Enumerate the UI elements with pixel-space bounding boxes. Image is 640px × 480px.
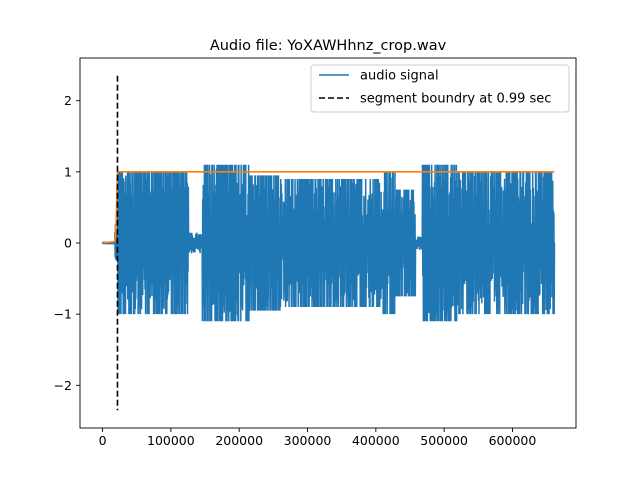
x-tick-label: 0 (99, 433, 107, 448)
x-tick-label: 400000 (352, 433, 400, 448)
axes-layer: 0 100000 200000 300000 400000 500000 600000 −2 −… (54, 57, 577, 448)
series-segment-envelope-line (102, 171, 555, 244)
x-tick-label: 300000 (284, 433, 332, 448)
x-tick-label: 200000 (215, 433, 263, 448)
legend-label-segment-boundary: segment boundry at 0.99 sec (360, 92, 551, 107)
y-tick-label: 2 (64, 93, 72, 108)
y-tick-label: 1 (64, 164, 72, 179)
y-tick-label: 0 (64, 236, 72, 251)
plot-layer (101, 75, 556, 411)
series-audio-signal-line (101, 164, 556, 322)
chart-title: Audio file: YoXAWHhnz_crop.wav (210, 38, 447, 54)
legend-frame (310, 64, 570, 113)
legend: audio signal segment boundry at 0.99 sec (310, 64, 570, 113)
x-tick-label: 100000 (147, 433, 195, 448)
legend-label-audio-signal: audio signal (360, 69, 439, 84)
y-tick-label: −2 (54, 378, 72, 393)
x-tick-label: 500000 (420, 433, 468, 448)
x-tick-label: 600000 (489, 433, 537, 448)
y-tick-label: −1 (54, 307, 72, 322)
